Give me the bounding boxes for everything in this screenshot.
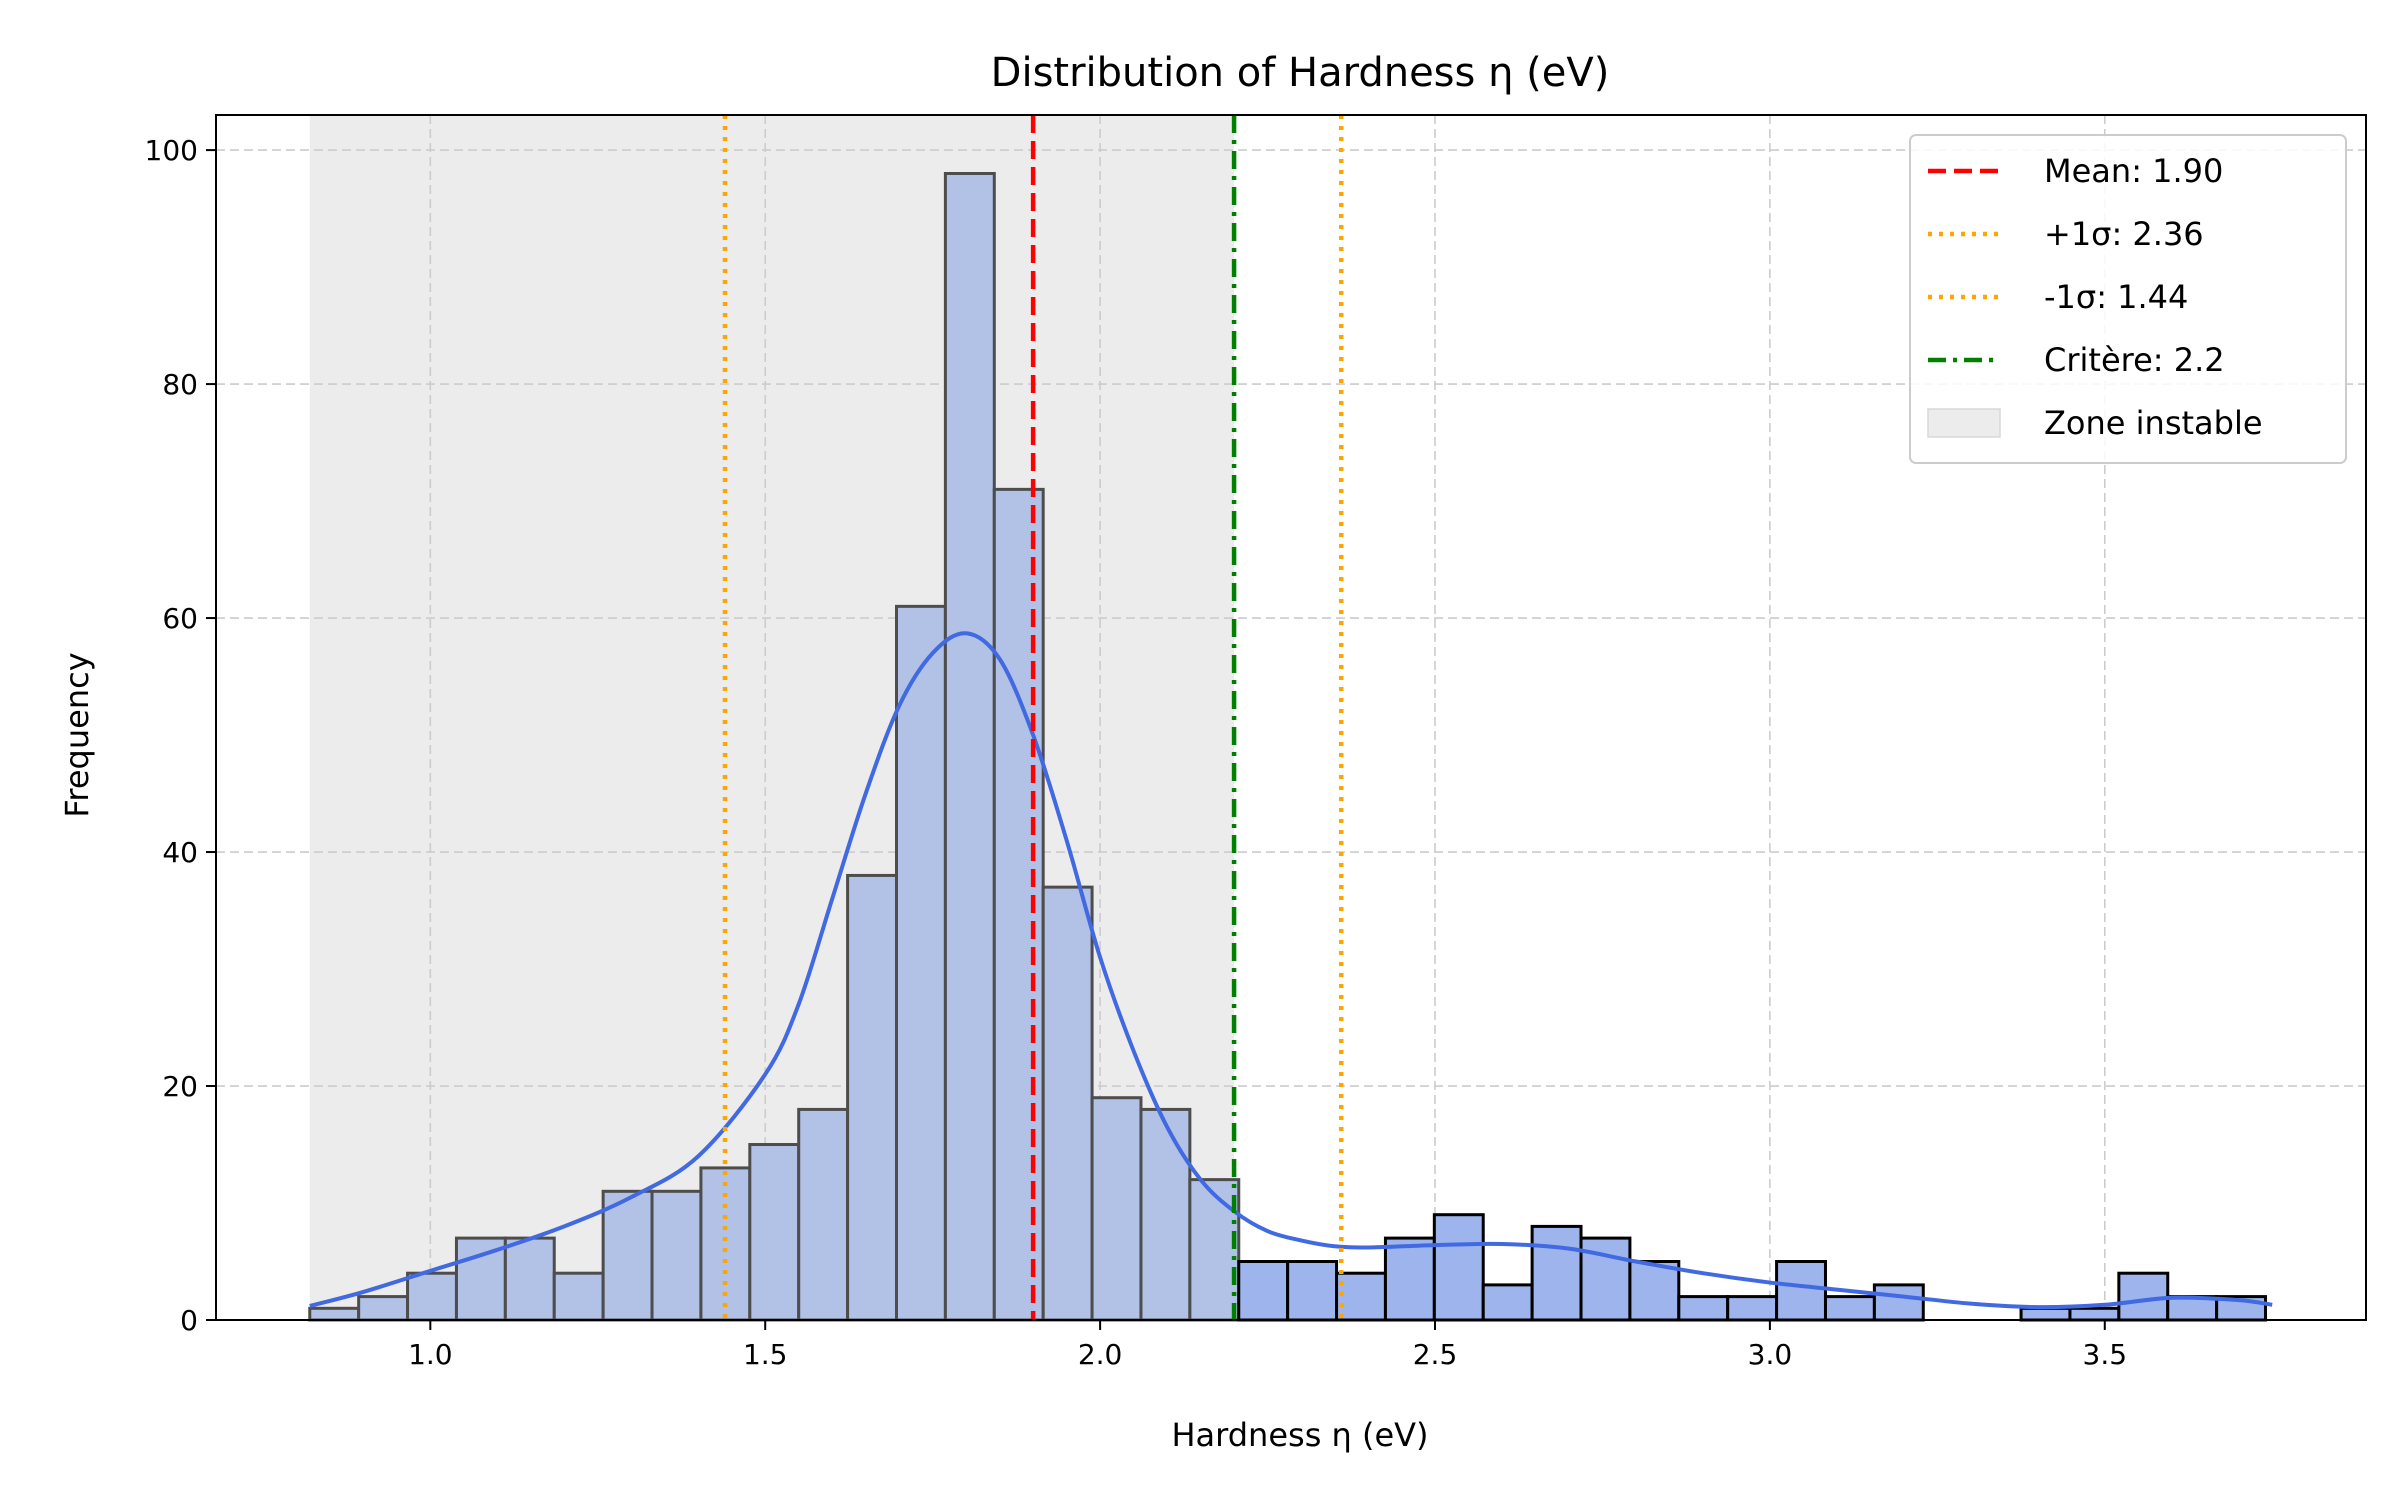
histogram-bar bbox=[1775, 1260, 1827, 1322]
x-tick-label: 2.5 bbox=[1413, 1338, 1458, 1371]
y-axis-label: Frequency bbox=[58, 652, 96, 817]
x-tick-label: 1.5 bbox=[743, 1338, 788, 1371]
x-tick-label: 3.0 bbox=[1748, 1338, 1793, 1371]
kde-curve bbox=[309, 631, 2273, 1310]
histogram-bar bbox=[1530, 1224, 1583, 1322]
histogram-bar bbox=[1823, 1295, 1876, 1322]
histogram-bar bbox=[601, 1189, 654, 1322]
histogram-bar bbox=[357, 1295, 410, 1322]
y-tick-label: 20 bbox=[162, 1070, 198, 1103]
histogram-bar bbox=[797, 1107, 850, 1322]
histogram-bar bbox=[650, 1189, 703, 1322]
histogram-bar bbox=[2019, 1306, 2072, 1322]
legend-label: +1σ: 2.36 bbox=[2044, 215, 2204, 253]
histogram-bar bbox=[1139, 1107, 1192, 1322]
histogram-bar bbox=[1677, 1295, 1730, 1322]
x-tick-label: 3.5 bbox=[2083, 1338, 2128, 1371]
legend-label: Critère: 2.2 bbox=[2044, 341, 2225, 379]
histogram-bar bbox=[1286, 1260, 1339, 1322]
x-axis-label: Hardness η (eV) bbox=[1171, 1416, 1428, 1454]
histogram-bar bbox=[1726, 1295, 1779, 1322]
x-tick-label: 1.0 bbox=[408, 1338, 453, 1371]
histogram-bar bbox=[846, 873, 898, 1322]
y-tick-label: 100 bbox=[145, 134, 198, 167]
histogram-bar bbox=[748, 1143, 801, 1322]
histogram-bar bbox=[1432, 1213, 1485, 1322]
axes-frame bbox=[215, 114, 2367, 1321]
y-tick-label: 0 bbox=[180, 1304, 198, 1337]
plot-area: 1.0 1.5 2.0 2.5 3.0 3.5 0 20 40 60 80 100 bbox=[145, 114, 2367, 1371]
chart-title: Distribution of Hardness η (eV) bbox=[991, 50, 1610, 96]
y-tick-label: 80 bbox=[162, 368, 198, 401]
histogram-bar bbox=[1041, 885, 1094, 1322]
histogram-bar bbox=[1628, 1260, 1681, 1322]
histogram-bar bbox=[992, 487, 1045, 1322]
histogram-bar bbox=[943, 171, 996, 1322]
histogram-bar bbox=[1090, 1096, 1143, 1322]
histogram-bar bbox=[1237, 1260, 1290, 1322]
histogram-bar bbox=[503, 1236, 556, 1322]
histogram-bar bbox=[1872, 1283, 1925, 1322]
histogram-bar bbox=[1335, 1271, 1387, 1322]
histogram-bar bbox=[894, 604, 947, 1322]
legend-label: -1σ: 1.44 bbox=[2044, 278, 2188, 316]
histogram-bar bbox=[2068, 1306, 2121, 1322]
histogram-bar bbox=[552, 1271, 605, 1322]
y-tick-label: 40 bbox=[162, 836, 198, 869]
histogram-bar bbox=[308, 1306, 361, 1322]
x-tick-label: 2.0 bbox=[1078, 1338, 1123, 1371]
histogram-bar bbox=[406, 1271, 458, 1322]
legend: Mean: 1.90 +1σ: 2.36 -1σ: 1.44 Critère: 2.2… bbox=[1909, 134, 2347, 464]
legend-frame bbox=[1909, 134, 2347, 464]
legend-label: Zone instable bbox=[2044, 404, 2263, 442]
legend-swatch bbox=[1927, 408, 2001, 438]
histogram-bar bbox=[1383, 1236, 1436, 1322]
histogram-bar bbox=[1188, 1178, 1241, 1322]
y-tick-label: 60 bbox=[162, 602, 198, 635]
histogram-bar bbox=[699, 1166, 752, 1322]
histogram-bar bbox=[1481, 1283, 1534, 1322]
legend-label: Mean: 1.90 bbox=[2044, 152, 2223, 190]
